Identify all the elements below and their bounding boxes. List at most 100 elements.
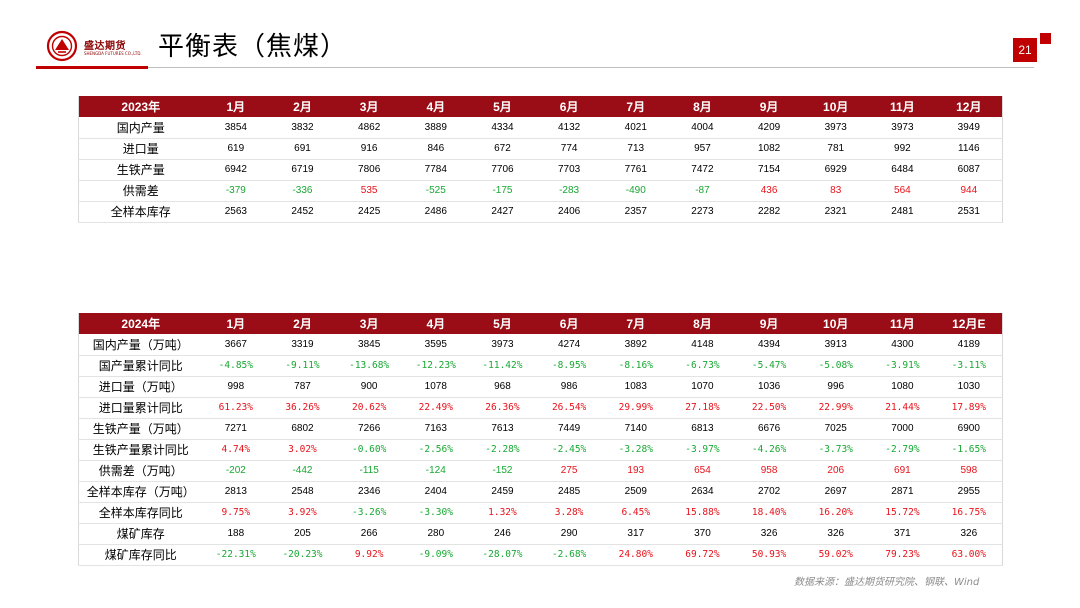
table-cell: -13.68%: [335, 355, 403, 377]
table-cell: 2955: [935, 481, 1003, 503]
table-header-row: 2023年 1月 2月 3月 4月 5月 6月 7月 8月 9月 10月 11月 12月: [78, 96, 1003, 117]
table-cell: 6676: [735, 418, 803, 440]
table-cell: -6.73%: [669, 355, 736, 377]
table-cell: -115: [335, 460, 403, 482]
row-label: 生铁产量（万吨）: [78, 418, 203, 440]
table-cell: 3667: [202, 334, 270, 356]
month-header: 9月: [735, 313, 803, 334]
table-cell: -124: [402, 460, 470, 482]
table-cell: 63.00%: [935, 544, 1003, 566]
table-cell: 1030: [935, 376, 1003, 398]
table-cell: 27.18%: [669, 397, 736, 419]
table-cell: 266: [335, 523, 403, 545]
table-cell: 326: [802, 523, 870, 545]
row-label: 国内产量: [78, 117, 203, 139]
table-cell: 50.93%: [735, 544, 803, 566]
table-cell: 2273: [669, 201, 736, 223]
table-cell: 326: [735, 523, 803, 545]
table-cell: 3595: [402, 334, 470, 356]
table-cell: 4148: [669, 334, 736, 356]
table-cell: -283: [535, 180, 603, 202]
table-cell: 654: [669, 460, 736, 482]
table-cell: 2357: [602, 201, 670, 223]
table-cell: 26.54%: [535, 397, 603, 419]
table-cell: 69.72%: [669, 544, 736, 566]
table-cell: -175: [469, 180, 536, 202]
table-row: 生铁产量（万吨） 7271 6802 7266 7163 7613 7449 7140 6813…: [78, 418, 1003, 440]
month-header: 10月: [802, 96, 870, 117]
header-divider: [148, 67, 1034, 68]
table-cell: 1078: [402, 376, 470, 398]
month-header: 8月: [669, 96, 736, 117]
table-cell: 6087: [935, 159, 1003, 181]
table-cell: 370: [669, 523, 736, 545]
table-row: 国内产量（万吨） 3667 3319 3845 3595 3973 4274 3892 4148…: [78, 334, 1003, 356]
table-cell: -0.60%: [335, 439, 403, 461]
table-cell: 691: [869, 460, 936, 482]
table-cell: 2813: [202, 481, 270, 503]
month-header: 11月: [869, 96, 936, 117]
table-cell: 3973: [469, 334, 536, 356]
table-cell: -3.91%: [869, 355, 936, 377]
table-cell: 3854: [202, 117, 270, 139]
row-label: 全样本库存同比: [78, 502, 203, 524]
table-cell: 18.40%: [735, 502, 803, 524]
table-cell: 2427: [469, 201, 536, 223]
table-cell: 7613: [469, 418, 536, 440]
table-cell: 4300: [869, 334, 936, 356]
table-cell: 16.20%: [802, 502, 870, 524]
row-label: 国产量累计同比: [78, 355, 203, 377]
month-header: 2月: [269, 313, 336, 334]
table-cell: 1083: [602, 376, 670, 398]
table-cell: 2282: [735, 201, 803, 223]
year-header: 2023年: [78, 96, 203, 117]
table-header-row: 2024年 1月 2月 3月 4月 5月 6月 7月 8月 9月 10月 11月 12月E: [78, 313, 1003, 334]
table-cell: 2509: [602, 481, 670, 503]
table-cell: 1082: [735, 138, 803, 160]
table-cell: 3845: [335, 334, 403, 356]
table-cell: -3.73%: [802, 439, 870, 461]
month-header: 9月: [735, 96, 803, 117]
table-row: 进口量 619 691 916 846 672 774 713 957 1082 781 992 114…: [78, 138, 1003, 160]
month-header: 11月: [869, 313, 936, 334]
month-header: 7月: [602, 96, 670, 117]
table-cell: 3973: [869, 117, 936, 139]
table-cell: 2404: [402, 481, 470, 503]
table-cell: 9.92%: [335, 544, 403, 566]
table-row: 进口量累计同比 61.23% 36.26% 20.62% 22.49% 26.36% 26.…: [78, 397, 1003, 419]
table-cell: 3.02%: [269, 439, 336, 461]
table-cell: 619: [202, 138, 270, 160]
row-label: 全样本库存（万吨）: [78, 481, 203, 503]
table-cell: 246: [469, 523, 536, 545]
table-cell: 4394: [735, 334, 803, 356]
table-cell: 317: [602, 523, 670, 545]
row-label: 国内产量（万吨）: [78, 334, 203, 356]
table-cell: 6.45%: [602, 502, 670, 524]
table-cell: 436: [735, 180, 803, 202]
logo-text: 盛达期货: [84, 41, 126, 52]
table-cell: 22.49%: [402, 397, 470, 419]
table-cell: 2548: [269, 481, 336, 503]
row-label: 生铁产量累计同比: [78, 439, 203, 461]
table-cell: 2702: [735, 481, 803, 503]
table-cell: 6813: [669, 418, 736, 440]
row-label: 进口量累计同比: [78, 397, 203, 419]
month-header: 5月: [469, 313, 536, 334]
table-cell: 2871: [869, 481, 936, 503]
row-label: 煤矿库存同比: [78, 544, 203, 566]
table-cell: 774: [535, 138, 603, 160]
table-cell: -3.26%: [335, 502, 403, 524]
table-cell: 7140: [602, 418, 670, 440]
table-cell: 992: [869, 138, 936, 160]
table-cell: 6929: [802, 159, 870, 181]
month-header: 6月: [535, 313, 603, 334]
month-header: 3月: [335, 313, 403, 334]
table-cell: 1.32%: [469, 502, 536, 524]
table-cell: 326: [935, 523, 1003, 545]
table-cell: 1036: [735, 376, 803, 398]
table-cell: -2.45%: [535, 439, 603, 461]
table-cell: -9.11%: [269, 355, 336, 377]
table-cell: 59.02%: [802, 544, 870, 566]
table-cell: 787: [269, 376, 336, 398]
table-cell: 2563: [202, 201, 270, 223]
